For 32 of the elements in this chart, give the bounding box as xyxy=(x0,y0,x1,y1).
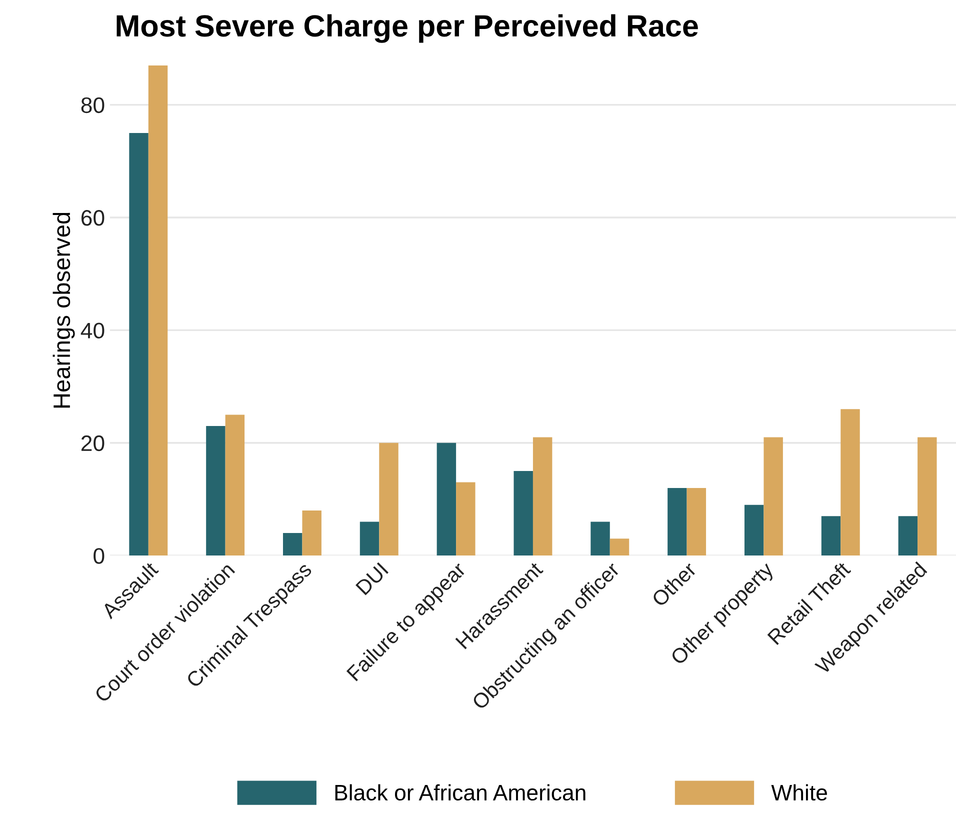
bar xyxy=(283,533,302,556)
bar xyxy=(918,437,937,556)
bar xyxy=(148,65,168,556)
bar xyxy=(668,488,687,556)
bar xyxy=(514,471,533,556)
y-tick-label: 20 xyxy=(81,435,104,452)
legend-label: White xyxy=(771,784,827,801)
bar xyxy=(686,488,706,556)
bar xyxy=(610,538,630,556)
bar xyxy=(532,437,552,556)
chart-title: Most Severe Charge per Perceived Race xyxy=(116,14,698,43)
bar xyxy=(840,409,860,556)
x-tick-label: DUI xyxy=(356,562,389,596)
bar xyxy=(360,522,380,556)
bar xyxy=(456,482,476,556)
bar xyxy=(764,437,783,556)
legend-label: Black or African American xyxy=(335,784,586,801)
bar xyxy=(129,132,148,556)
y-tick-label: 80 xyxy=(81,97,104,114)
bar xyxy=(302,510,322,556)
bar xyxy=(744,504,764,556)
bar xyxy=(206,426,226,556)
bar xyxy=(898,516,918,556)
y-tick-label: 60 xyxy=(81,210,104,226)
bar xyxy=(590,522,610,556)
bar xyxy=(379,442,398,556)
bar xyxy=(225,414,245,556)
y-tick-label: 0 xyxy=(94,548,104,564)
bar xyxy=(821,516,841,556)
bar xyxy=(436,442,456,556)
y-tick-label: 40 xyxy=(80,322,104,338)
y-axis-title: Hearings observed xyxy=(52,212,75,408)
